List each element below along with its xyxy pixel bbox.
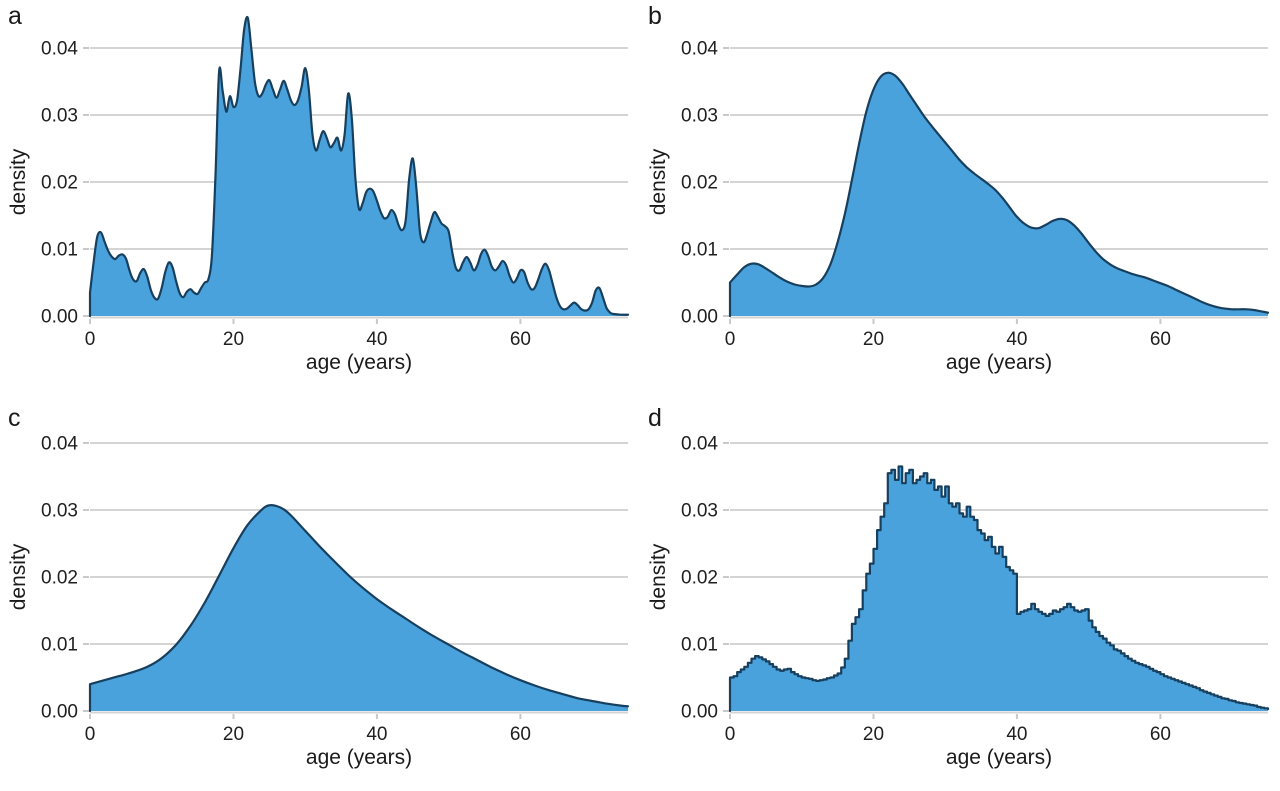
x-axis-title-c: age (years)	[305, 746, 413, 769]
panel-letter-d: d	[648, 404, 662, 432]
y-axis-title-a: density	[7, 148, 30, 216]
svg-text:0.00: 0.00	[681, 702, 718, 723]
svg-text:20: 20	[863, 724, 884, 745]
svg-text:0.02: 0.02	[681, 173, 718, 194]
svg-text:0.01: 0.01	[681, 635, 718, 656]
svg-text:0.02: 0.02	[41, 173, 78, 194]
panel-c: 0.00 0.01 0.02 0.03 0.04 0 20 40 60 c density ag…	[0, 395, 640, 791]
svg-text:0.00: 0.00	[41, 702, 78, 723]
svg-text:60: 60	[1150, 329, 1171, 350]
panel-a: 0.00 0.01 0.02 0.03 0.04 0 20 40 60 a density ag…	[0, 0, 640, 395]
svg-text:0.01: 0.01	[41, 240, 78, 261]
svg-text:0.04: 0.04	[681, 434, 718, 455]
svg-text:0.04: 0.04	[41, 434, 78, 455]
x-axis-title-d: age (years)	[945, 746, 1053, 769]
density-plot-d: 0.00 0.01 0.02 0.03 0.04 0 20 40 60	[681, 434, 1270, 745]
x-axis-title-b: age (years)	[945, 351, 1053, 374]
svg-text:20: 20	[223, 724, 244, 745]
svg-text:0.03: 0.03	[681, 501, 718, 522]
svg-text:0.01: 0.01	[41, 635, 78, 656]
svg-text:0.00: 0.00	[41, 307, 78, 328]
svg-text:0.01: 0.01	[681, 240, 718, 261]
panel-b: 0.00 0.01 0.02 0.03 0.04 0 20 40 60 b density ag…	[640, 0, 1280, 395]
svg-text:0.03: 0.03	[41, 106, 78, 127]
svg-text:0.00: 0.00	[681, 307, 718, 328]
svg-text:0.03: 0.03	[681, 106, 718, 127]
svg-text:20: 20	[223, 329, 244, 350]
density-plot-b: 0.00 0.01 0.02 0.03 0.04 0 20 40 60	[681, 39, 1270, 350]
svg-text:60: 60	[510, 724, 531, 745]
panel-letter-b: b	[648, 2, 662, 30]
x-axis-title-a: age (years)	[305, 351, 413, 374]
y-axis-title-c: density	[7, 543, 30, 611]
svg-text:40: 40	[366, 329, 387, 350]
svg-text:20: 20	[863, 329, 884, 350]
svg-text:60: 60	[1150, 724, 1171, 745]
svg-text:0.02: 0.02	[681, 568, 718, 589]
svg-text:0.04: 0.04	[681, 39, 718, 60]
y-axis-title-b: density	[647, 148, 670, 216]
svg-text:0: 0	[85, 724, 96, 745]
svg-text:0: 0	[725, 724, 736, 745]
svg-text:0: 0	[725, 329, 736, 350]
svg-text:40: 40	[366, 724, 387, 745]
density-plot-a: 0.00 0.01 0.02 0.03 0.04 0 20 40 60	[41, 15, 630, 350]
svg-text:0: 0	[85, 329, 96, 350]
svg-text:0.02: 0.02	[41, 568, 78, 589]
panel-d: 0.00 0.01 0.02 0.03 0.04 0 20 40 60 d density ag…	[640, 395, 1280, 791]
panel-letter-c: c	[8, 404, 21, 432]
panel-letter-a: a	[8, 2, 22, 30]
svg-text:40: 40	[1006, 329, 1027, 350]
svg-text:40: 40	[1006, 724, 1027, 745]
svg-text:60: 60	[510, 329, 531, 350]
density-plot-c: 0.00 0.01 0.02 0.03 0.04 0 20 40 60	[41, 434, 630, 745]
y-axis-title-d: density	[647, 543, 670, 611]
svg-text:0.04: 0.04	[41, 39, 78, 60]
svg-text:0.03: 0.03	[41, 501, 78, 522]
